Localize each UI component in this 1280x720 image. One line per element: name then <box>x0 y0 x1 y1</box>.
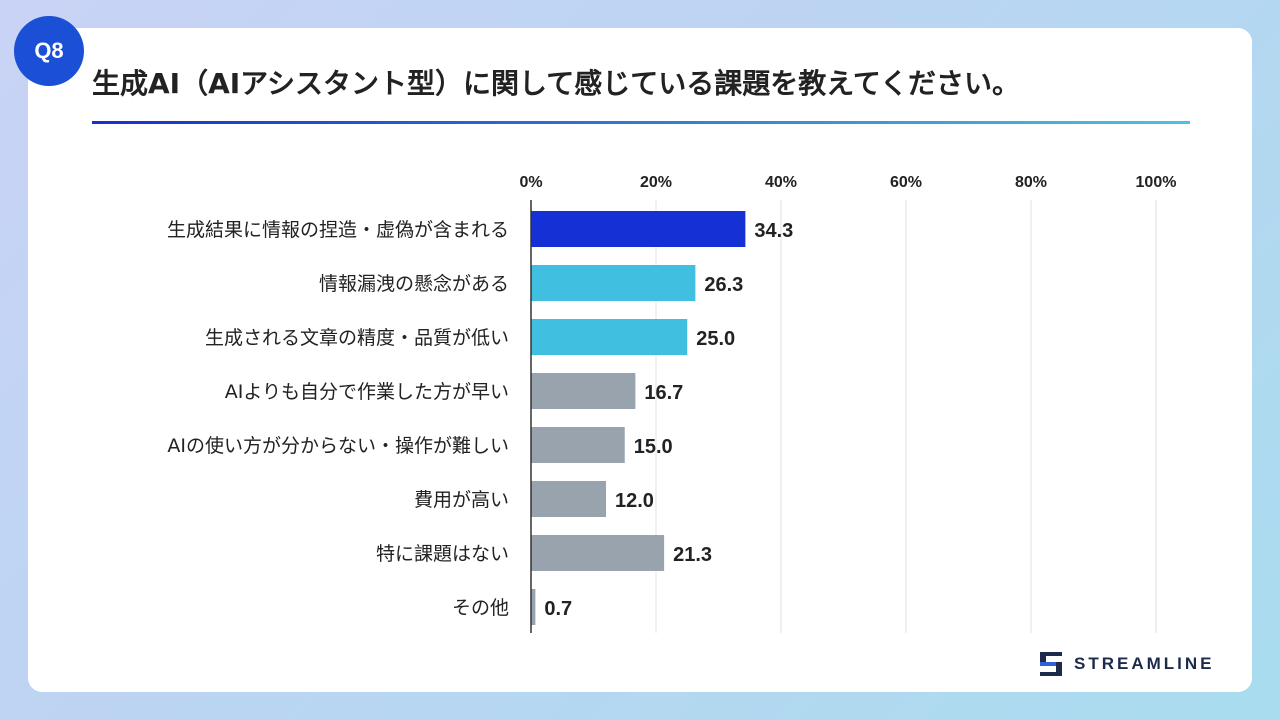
data-label: 16.7 <box>644 382 683 404</box>
data-label: 12.0 <box>615 490 654 512</box>
category-label: その他 <box>452 597 509 619</box>
data-label: 25.0 <box>696 328 735 350</box>
x-tick-label: 80% <box>1015 174 1047 191</box>
question-badge: Q8 <box>14 16 84 86</box>
x-tick-label: 20% <box>640 174 672 191</box>
data-label: 26.3 <box>704 274 743 296</box>
bar <box>531 427 625 463</box>
bar <box>531 481 606 517</box>
x-tick-label: 60% <box>890 174 922 191</box>
bar <box>531 319 688 355</box>
bar <box>531 535 665 571</box>
category-label: 費用が高い <box>414 489 509 511</box>
category-label: AIの使い方が分からない・操作が難しい <box>167 435 509 457</box>
x-tick-label: 100% <box>1136 174 1177 191</box>
data-label: 21.3 <box>673 544 712 566</box>
category-label: 情報漏洩の懸念がある <box>319 272 509 295</box>
bar <box>531 589 536 625</box>
bar <box>531 211 746 247</box>
content-card <box>28 28 1252 692</box>
category-label: 生成される文章の精度・品質が低い <box>205 327 509 349</box>
data-label: 0.7 <box>544 598 572 620</box>
streamline-logo-icon <box>1040 652 1062 676</box>
category-label: AIよりも自分で作業した方が早い <box>225 381 509 403</box>
title-divider <box>92 121 1190 124</box>
x-tick-label: 40% <box>765 174 797 191</box>
data-label: 34.3 <box>754 220 793 242</box>
category-label: 特に課題はない <box>376 543 509 565</box>
category-label: 生成結果に情報の捏造・虚偽が含まれる <box>167 219 509 241</box>
data-label: 15.0 <box>634 436 673 458</box>
x-tick-label: 0% <box>519 174 542 191</box>
bar <box>531 265 696 301</box>
bar <box>531 373 636 409</box>
brand-name: STREAMLINE <box>1074 654 1215 673</box>
page-title: 生成AI（AIアシスタント型）に関して感じている課題を教えてください。 <box>92 67 1020 100</box>
brand-logo: STREAMLINE <box>1040 651 1215 677</box>
